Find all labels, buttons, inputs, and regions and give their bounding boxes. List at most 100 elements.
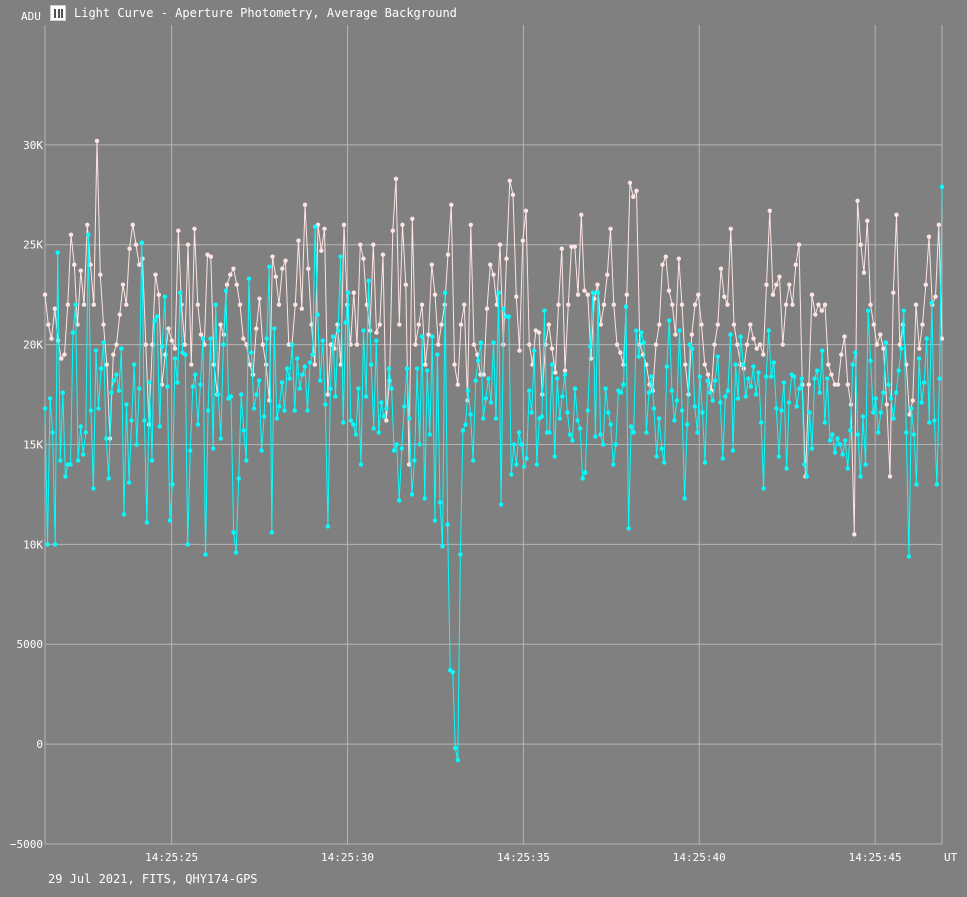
data-point bbox=[611, 302, 616, 307]
data-point bbox=[422, 496, 427, 501]
data-point bbox=[774, 406, 779, 411]
data-point bbox=[533, 328, 538, 333]
data-point bbox=[425, 368, 430, 373]
data-point bbox=[257, 296, 262, 301]
data-point bbox=[198, 382, 203, 387]
data-point bbox=[933, 294, 938, 299]
data-point bbox=[871, 410, 876, 415]
data-point bbox=[539, 414, 545, 419]
data-point bbox=[361, 256, 366, 261]
data-point bbox=[101, 322, 106, 327]
data-point bbox=[397, 322, 402, 327]
light-curve-app-icon[interactable] bbox=[50, 5, 66, 21]
data-point bbox=[817, 390, 822, 395]
data-point bbox=[790, 302, 795, 307]
data-point bbox=[814, 368, 820, 373]
data-point bbox=[697, 374, 703, 379]
data-point bbox=[595, 290, 601, 295]
data-point bbox=[176, 228, 181, 233]
data-point bbox=[381, 414, 387, 419]
data-point bbox=[922, 380, 927, 385]
data-point bbox=[348, 418, 353, 423]
data-point bbox=[250, 372, 256, 377]
data-point bbox=[42, 406, 48, 411]
data-point bbox=[523, 208, 529, 213]
data-point bbox=[555, 376, 560, 381]
data-point bbox=[153, 272, 158, 277]
data-point bbox=[478, 340, 483, 345]
data-point bbox=[858, 474, 863, 479]
data-point bbox=[738, 334, 743, 339]
data-point bbox=[241, 428, 246, 433]
data-point bbox=[380, 252, 386, 257]
data-point bbox=[876, 430, 881, 435]
data-point bbox=[769, 374, 774, 379]
data-point bbox=[296, 238, 301, 243]
x-tick-label: 14:25:35 bbox=[497, 851, 550, 864]
data-point bbox=[883, 340, 889, 345]
data-point bbox=[562, 372, 568, 377]
data-point bbox=[188, 448, 193, 453]
data-point bbox=[251, 406, 257, 411]
data-point bbox=[519, 442, 524, 447]
data-point bbox=[644, 430, 649, 435]
data-point bbox=[501, 306, 506, 311]
data-point bbox=[437, 500, 443, 505]
data-point bbox=[254, 392, 259, 397]
data-point bbox=[68, 462, 73, 467]
data-point bbox=[909, 406, 914, 411]
data-point bbox=[377, 322, 382, 327]
data-point bbox=[406, 462, 412, 467]
data-point bbox=[553, 370, 558, 375]
data-point bbox=[290, 342, 295, 347]
data-point bbox=[231, 530, 236, 535]
data-point bbox=[88, 262, 93, 267]
data-point bbox=[96, 406, 101, 411]
data-point bbox=[687, 342, 692, 347]
data-point bbox=[239, 392, 244, 397]
data-point bbox=[338, 254, 343, 259]
data-point bbox=[516, 430, 522, 435]
data-point bbox=[384, 406, 389, 411]
data-point bbox=[111, 352, 116, 357]
data-point bbox=[117, 312, 123, 317]
data-point bbox=[75, 458, 81, 463]
chart-footer-info: 29 Jul 2021, FITS, QHY174-GPS bbox=[48, 872, 258, 886]
data-point bbox=[660, 262, 665, 267]
x-tick-label: 14:25:25 bbox=[145, 851, 198, 864]
data-point bbox=[549, 362, 555, 367]
data-point bbox=[917, 346, 922, 351]
x-tick-label: 14:25:30 bbox=[321, 851, 374, 864]
data-point bbox=[715, 322, 720, 327]
data-point bbox=[816, 302, 821, 307]
data-point bbox=[896, 368, 901, 373]
data-point bbox=[744, 342, 750, 347]
data-point bbox=[283, 258, 288, 263]
data-point bbox=[835, 382, 841, 387]
data-point bbox=[83, 430, 89, 435]
data-point bbox=[302, 202, 308, 207]
y-axis-label: ADU bbox=[21, 10, 41, 23]
data-point bbox=[754, 346, 759, 351]
data-point bbox=[577, 426, 583, 431]
data-point bbox=[689, 332, 694, 337]
data-point bbox=[393, 176, 399, 181]
data-point bbox=[718, 266, 724, 271]
data-point bbox=[674, 398, 680, 403]
data-point bbox=[646, 390, 652, 395]
data-point bbox=[636, 354, 641, 359]
data-point bbox=[813, 312, 818, 317]
data-point bbox=[414, 366, 420, 371]
data-point bbox=[484, 306, 490, 311]
data-point bbox=[881, 390, 886, 395]
data-point bbox=[664, 364, 669, 369]
data-point bbox=[287, 376, 292, 381]
data-point bbox=[106, 476, 111, 481]
data-point bbox=[236, 476, 241, 481]
data-point bbox=[341, 222, 347, 227]
data-point bbox=[878, 410, 883, 415]
data-point bbox=[124, 402, 129, 407]
data-point bbox=[262, 414, 267, 419]
chart-series bbox=[42, 138, 945, 763]
data-point bbox=[277, 404, 282, 409]
